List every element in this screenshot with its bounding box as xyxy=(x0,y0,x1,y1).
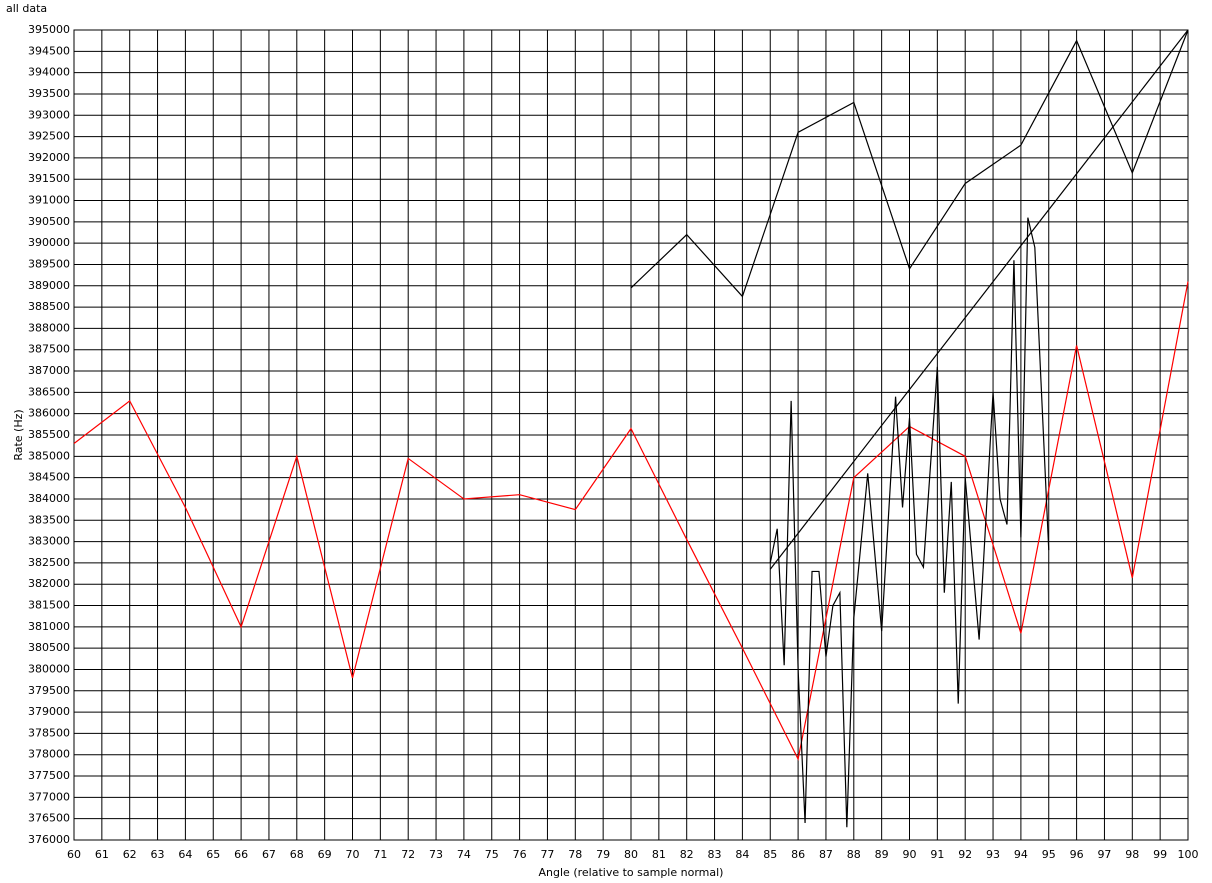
y-tick-label: 393000 xyxy=(28,108,70,121)
series-line xyxy=(73,281,1189,761)
chart-title: all data xyxy=(6,2,47,15)
x-tick-label: 75 xyxy=(485,848,499,861)
x-tick-label: 84 xyxy=(735,848,749,861)
x-tick-label: 72 xyxy=(401,848,415,861)
x-tick-label: 94 xyxy=(1014,848,1028,861)
x-tick-label: 92 xyxy=(958,848,972,861)
x-tick-label: 62 xyxy=(123,848,137,861)
x-tick-label: 60 xyxy=(67,848,81,861)
x-tick-label: 78 xyxy=(568,848,582,861)
series-line xyxy=(630,29,1189,298)
y-tick-label: 390500 xyxy=(28,215,70,228)
y-tick-label: 386000 xyxy=(28,407,70,420)
x-tick-label: 87 xyxy=(819,848,833,861)
x-tick-label: 85 xyxy=(763,848,777,861)
x-tick-label: 99 xyxy=(1153,848,1167,861)
x-tick-label: 70 xyxy=(346,848,360,861)
y-tick-label: 380500 xyxy=(28,641,70,654)
x-tick-label: 98 xyxy=(1125,848,1139,861)
y-tick-label: 383500 xyxy=(28,513,70,526)
y-tick-label: 378000 xyxy=(28,748,70,761)
y-tick-label: 384500 xyxy=(28,471,70,484)
x-tick-label: 95 xyxy=(1042,848,1056,861)
y-tick-label: 391000 xyxy=(28,194,70,207)
x-tick-label: 81 xyxy=(652,848,666,861)
y-tick-label: 381500 xyxy=(28,599,70,612)
y-tick-label: 393500 xyxy=(28,87,70,100)
y-tick-label: 388000 xyxy=(28,321,70,334)
x-tick-label: 74 xyxy=(457,848,471,861)
x-tick-label: 97 xyxy=(1097,848,1111,861)
y-tick-label: 386500 xyxy=(28,385,70,398)
x-tick-label: 89 xyxy=(875,848,889,861)
y-tick-label: 389000 xyxy=(28,279,70,292)
y-tick-label: 382000 xyxy=(28,577,70,590)
x-tick-label: 69 xyxy=(318,848,332,861)
y-tick-label: 377500 xyxy=(28,769,70,782)
x-tick-label: 82 xyxy=(680,848,694,861)
x-tick-label: 65 xyxy=(206,848,220,861)
y-tick-label: 390000 xyxy=(28,236,70,249)
y-tick-label: 376500 xyxy=(28,812,70,825)
y-tick-label: 385000 xyxy=(28,449,70,462)
x-tick-label: 64 xyxy=(178,848,192,861)
y-tick-label: 387000 xyxy=(28,364,70,377)
y-tick-label: 388500 xyxy=(28,300,70,313)
y-tick-label: 387500 xyxy=(28,343,70,356)
x-tick-label: 63 xyxy=(151,848,165,861)
y-tick-label: 376000 xyxy=(28,833,70,846)
y-tick-label: 381000 xyxy=(28,620,70,633)
x-tick-label: 90 xyxy=(903,848,917,861)
x-tick-label: 66 xyxy=(234,848,248,861)
x-tick-label: 88 xyxy=(847,848,861,861)
x-tick-label: 83 xyxy=(708,848,722,861)
x-tick-label: 100 xyxy=(1178,848,1199,861)
y-tick-label: 395000 xyxy=(28,23,70,36)
x-tick-label: 73 xyxy=(429,848,443,861)
y-tick-label: 394500 xyxy=(28,44,70,57)
x-tick-label: 91 xyxy=(930,848,944,861)
y-tick-label: 382500 xyxy=(28,556,70,569)
x-tick-label: 96 xyxy=(1070,848,1084,861)
x-tick-label: 93 xyxy=(986,848,1000,861)
series-line xyxy=(769,217,1050,828)
y-tick-label: 379000 xyxy=(28,705,70,718)
x-tick-label: 79 xyxy=(596,848,610,861)
y-tick-label: 379500 xyxy=(28,684,70,697)
y-tick-label: 394000 xyxy=(28,66,70,79)
y-tick-label: 377000 xyxy=(28,790,70,803)
y-tick-label: 380000 xyxy=(28,662,70,675)
x-axis-label: Angle (relative to sample normal) xyxy=(539,866,724,879)
x-tick-label: 68 xyxy=(290,848,304,861)
y-tick-label: 378500 xyxy=(28,726,70,739)
y-tick-label: 389500 xyxy=(28,257,70,270)
x-tick-label: 61 xyxy=(95,848,109,861)
y-tick-label: 384000 xyxy=(28,492,70,505)
y-tick-label: 383000 xyxy=(28,535,70,548)
x-tick-label: 67 xyxy=(262,848,276,861)
y-axis-label: Rate (Hz) xyxy=(12,409,25,460)
y-tick-label: 385500 xyxy=(28,428,70,441)
y-tick-label: 391500 xyxy=(28,172,70,185)
x-tick-label: 77 xyxy=(540,848,554,861)
x-tick-label: 86 xyxy=(791,848,805,861)
x-tick-label: 71 xyxy=(373,848,387,861)
x-tick-label: 80 xyxy=(624,848,638,861)
series-line xyxy=(769,29,1189,570)
y-tick-label: 392500 xyxy=(28,130,70,143)
y-tick-label: 392000 xyxy=(28,151,70,164)
x-tick-label: 76 xyxy=(513,848,527,861)
